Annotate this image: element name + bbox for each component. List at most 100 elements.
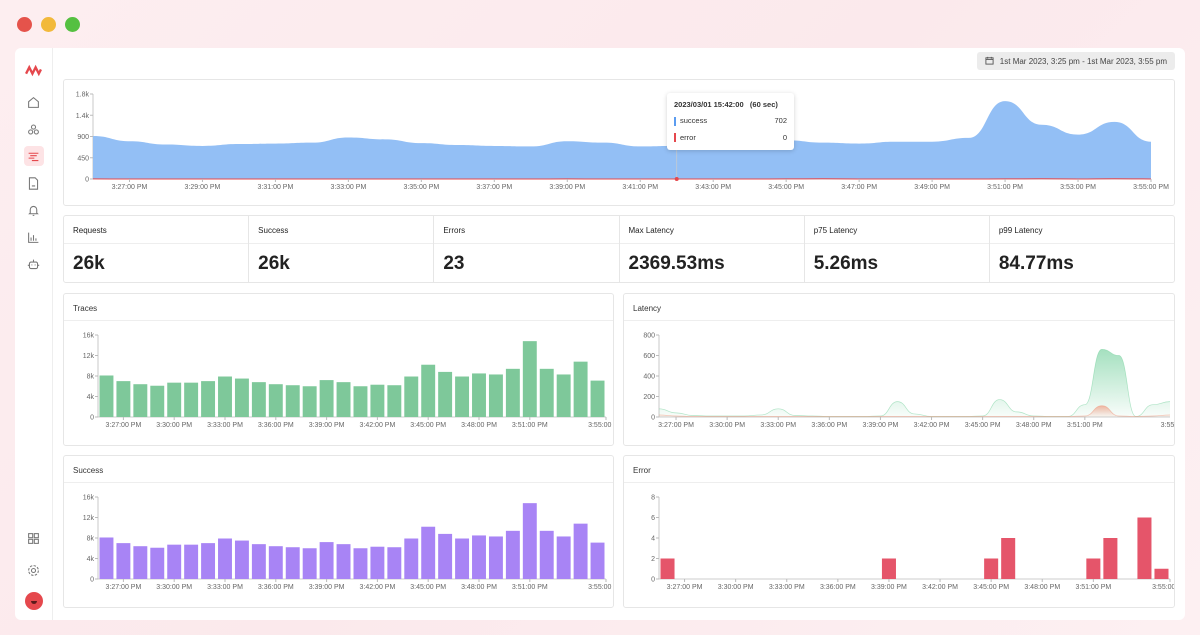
x-tick-label: 3:37:00 PM	[476, 184, 512, 191]
apps-icon[interactable]	[24, 528, 44, 548]
stat-label: p75 Latency	[804, 216, 989, 244]
y-tick-label: 8	[651, 495, 655, 502]
x-tick-label: 3:27:00 PM	[105, 584, 141, 591]
x-tick-label: 3:29:00 PM	[185, 184, 221, 191]
x-tick-label: 3:45:00 PM	[410, 584, 446, 591]
dashboards-icon[interactable]	[24, 227, 44, 247]
window-close-button[interactable]	[17, 17, 32, 32]
bar	[302, 548, 317, 579]
x-tick-label: 3:42:00 PM	[359, 422, 395, 429]
x-tick-label: 3:33:00 PM	[769, 584, 805, 591]
success-bar-chart[interactable]: 0 4k 8k 12k 16k 3:27:00 PM 3:30:00 PM 3:33:00 P…	[64, 483, 624, 607]
x-tick-label: 3:30:00 PM	[718, 584, 754, 591]
bar	[302, 386, 317, 417]
traces-panel: Traces 0 4k 8k 12k 16k 3:27:00 PM 3:30:00 PM 3:…	[63, 293, 624, 446]
bar	[319, 542, 334, 579]
x-tick-label: 3:27:00 PM	[658, 422, 694, 429]
bar	[218, 376, 232, 417]
bar	[556, 536, 571, 579]
y-tick-label: 4	[651, 536, 655, 543]
tooltip-row-success: success 702	[674, 116, 787, 126]
x-tick-label: 3:42:00 PM	[359, 584, 395, 591]
y-tick-label: 1.4k	[76, 113, 90, 120]
y-tick-label: 0	[651, 577, 655, 584]
bar	[1103, 538, 1118, 579]
x-tick-label: 3:30:00 PM	[156, 422, 192, 429]
bar	[133, 546, 148, 579]
settings-icon[interactable]	[24, 560, 44, 580]
bar	[488, 536, 503, 579]
stat-value: 84.77ms	[998, 253, 1074, 274]
bar	[268, 546, 283, 579]
traces-icon[interactable]	[23, 146, 44, 166]
x-tick-label: 3:55:00 PM	[1152, 584, 1174, 591]
date-range-picker[interactable]: 1st Mar 2023, 3:25 pm - 1st Mar 2023, 3:…	[976, 52, 1175, 70]
x-tick-label: 3:39:00 PM	[871, 584, 907, 591]
tooltip-label: success	[680, 116, 708, 125]
series-area	[659, 349, 1170, 417]
bar	[881, 558, 896, 579]
x-tick-label: 3:39:00 PM	[549, 184, 585, 191]
latency-panel: Latency 0 200 400 600 800 3:27:00 PM 3:30:00 P…	[623, 293, 1185, 446]
y-tick-label: 2	[651, 556, 655, 563]
bar	[455, 376, 470, 417]
traces-bar-chart[interactable]: 0 4k 8k 12k 16k 3:27:00 PM 3:30:00 PM 3:33:00 P…	[64, 321, 624, 445]
x-tick-label: 3:51:00 PM	[987, 184, 1023, 191]
bar	[353, 386, 368, 417]
y-tick-label: 200	[643, 394, 655, 401]
stat-value: 26k	[258, 253, 290, 274]
avatar[interactable]	[24, 592, 43, 610]
bar	[404, 538, 419, 579]
x-tick-label: 3:45:00 PM	[768, 184, 804, 191]
x-tick-label: 3:33:00 PM	[207, 584, 243, 591]
services-icon[interactable]	[24, 119, 44, 139]
alerts-icon[interactable]	[24, 200, 44, 220]
x-tick-label: 3:36:00 PM	[258, 584, 294, 591]
x-tick-label: 3:51:00 PM	[1075, 584, 1111, 591]
bar	[387, 385, 402, 417]
latency-area-chart[interactable]: 0 200 400 600 800 3:27:00 PM 3:30:00 PM 3:33:00…	[624, 321, 1185, 445]
window-maximize-button[interactable]	[65, 17, 80, 32]
x-tick-label: 3:53:00 PM	[1060, 184, 1096, 191]
bar	[336, 544, 351, 579]
y-tick-label: 900	[77, 134, 89, 141]
logs-icon[interactable]	[24, 173, 44, 193]
stat-label: Errors	[434, 216, 619, 244]
logo-icon[interactable]	[24, 60, 44, 80]
x-tick-label: 3:51:00 PM	[512, 584, 548, 591]
panel-title: Traces	[64, 294, 613, 321]
bar	[251, 544, 266, 579]
bar	[421, 526, 436, 579]
y-tick-label: 16k	[83, 495, 95, 502]
bar	[573, 523, 588, 579]
x-tick-label: 3:51:00 PM	[1067, 422, 1103, 429]
bar	[99, 537, 114, 579]
requests-area-chart[interactable]: 0 450 900 1.4k 1.8k 3:27:00 PM 3:29:00 PM 3:31:…	[64, 80, 1174, 205]
bar	[556, 374, 571, 417]
bar	[660, 558, 675, 579]
bar	[522, 503, 537, 579]
error-panel: Error 0 2 4 6 8 3:27:00 PM 3:30:00 PM 3:33:00 P…	[623, 455, 1185, 608]
bar	[150, 385, 165, 417]
sidebar	[15, 48, 53, 620]
x-tick-label: 3:55:00 PM	[588, 584, 613, 591]
y-tick-label: 12k	[83, 353, 95, 360]
error-bar-chart[interactable]: 0 2 4 6 8 3:27:00 PM 3:30:00 PM 3:33:00 PM 3:36:…	[624, 483, 1185, 607]
panel-title: Error	[624, 456, 1174, 483]
x-tick-label: 3:33:00 PM	[330, 184, 366, 191]
series-line	[658, 348, 1171, 417]
bot-icon[interactable]	[24, 254, 44, 274]
x-tick-label: 3:41:00 PM	[622, 184, 658, 191]
bar	[1001, 538, 1016, 579]
window-minimize-button[interactable]	[41, 17, 56, 32]
x-tick-label: 3:39:00 PM	[309, 422, 345, 429]
home-icon[interactable]	[24, 92, 44, 112]
bar	[438, 533, 453, 579]
bar	[251, 382, 266, 417]
bar	[201, 381, 216, 417]
x-tick-label: 3:36:00 PM	[811, 422, 847, 429]
tooltip-value: 0	[782, 132, 787, 142]
calendar-icon	[985, 56, 994, 67]
bar	[319, 380, 334, 417]
bar	[234, 540, 249, 579]
